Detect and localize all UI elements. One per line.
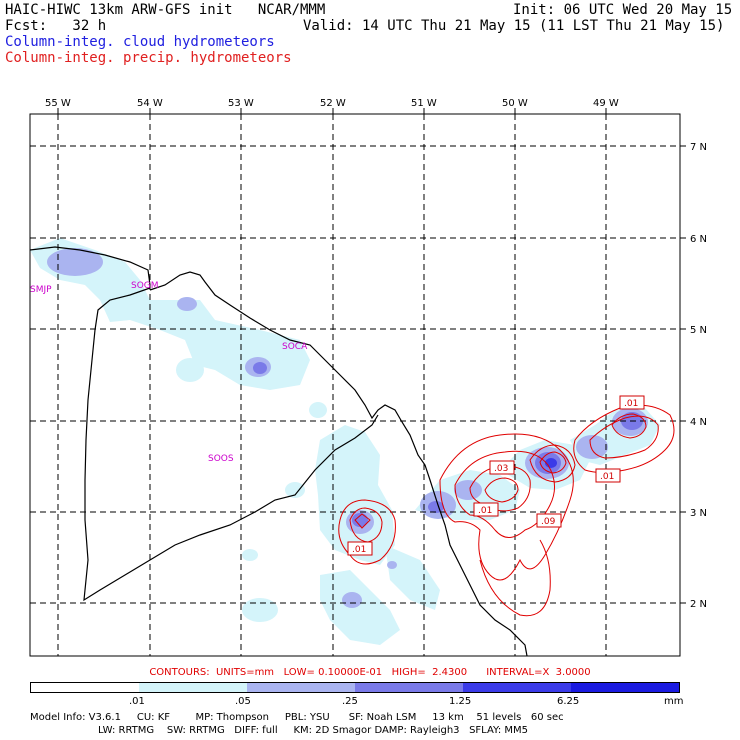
color-bar-tick: .01 [129,696,145,707]
color-bar-segment [571,683,679,692]
svg-text:.01: .01 [624,399,638,409]
precip-field-title: Column-integ. precip. hydrometeors [5,50,292,66]
svg-text:.03: .03 [494,464,508,474]
lon-label: 49 W [593,98,619,109]
graticule [30,114,680,656]
forecast-hour: Fcst: 32 h [5,18,107,34]
lon-label: 55 W [45,98,71,109]
lat-label: 5 N [690,325,707,336]
lon-label: 53 W [228,98,254,109]
lat-label: 4 N [690,417,707,428]
model-title: HAIC-HIWC 13km ARW-GFS init NCAR/MMM [5,2,326,18]
color-bar-tick: 1.25 [449,696,472,707]
frame-ticks [57,108,686,604]
station-label: SMJP [30,285,52,295]
valid-time: Valid: 14 UTC Thu 21 May 15 (11 LST Thu … [303,18,725,34]
color-bar-segment [247,683,355,692]
color-bar-tick: mm [664,696,684,707]
color-bar-tick: 6.25 [557,696,580,707]
lon-label: 54 W [137,98,163,109]
contours-info: CONTOURS: UNITS=mm LOW= 0.10000E-01 HIGH… [149,667,591,678]
station-label: SOGM [131,281,159,291]
map-frame [29,113,681,657]
cloud-field-title: Column-integ. cloud hydrometeors [5,34,275,50]
model-info-line1: Model Info: V3.6.1 CU: KF MP: Thompson P… [30,712,564,723]
coastline [29,246,528,657]
svg-text:.01: .01 [600,472,614,482]
color-bar-tick: .05 [235,696,251,707]
color-bar-segment [31,683,139,692]
lat-label: 2 N [690,599,707,610]
color-bar [30,682,680,693]
svg-text:.01: .01 [352,545,366,555]
color-bar-segment [463,683,571,692]
lon-label: 50 W [502,98,528,109]
init-time: Init: 06 UTC Wed 20 May 15 [513,2,733,18]
color-bar-segment [139,683,247,692]
color-bar-tick: .25 [342,696,358,707]
lat-label: 6 N [690,234,707,245]
map-background [30,114,680,656]
model-info-line2: LW: RRTMG SW: RRTMG DIFF: full KM: 2D Sm… [98,725,528,736]
lon-label: 51 W [411,98,437,109]
svg-text:.09: .09 [541,517,556,527]
svg-text:.01: .01 [478,506,492,516]
lat-label: 3 N [690,508,707,519]
precip-contour-labels: .01 .03 .01 .09 .01 .01 [347,395,645,556]
lat-label: 7 N [690,142,707,153]
color-bar-segment [355,683,463,692]
station-label: SOCA [282,342,308,352]
lon-label: 52 W [320,98,346,109]
station-label: SOOS [208,454,234,464]
